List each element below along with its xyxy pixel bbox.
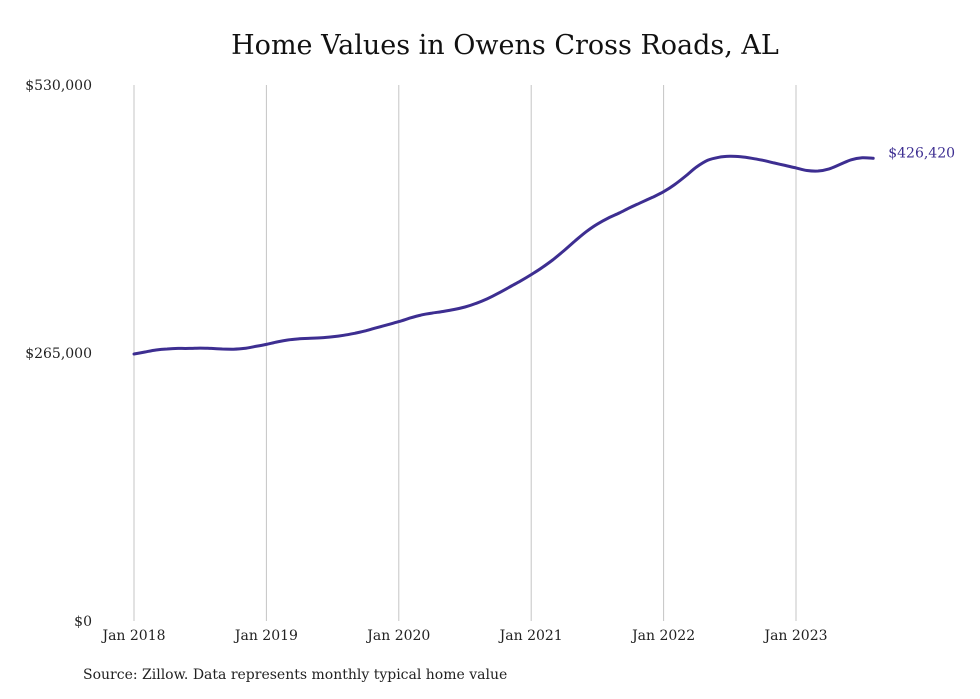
- gridlines: [133, 85, 797, 621]
- y-tick-label: $265,000: [25, 346, 92, 362]
- x-tick-label: Jan 2019: [233, 628, 298, 644]
- x-tick-labels: Jan 2018 Jan 2019 Jan 2020 Jan 2021 Jan 2022…: [100, 628, 827, 644]
- x-tick-label: Jan 2021: [498, 628, 563, 644]
- source-note: Source: Zillow. Data represents monthly …: [83, 667, 508, 683]
- home-value-line: [132, 154, 875, 356]
- x-tick-label: Jan 2020: [365, 628, 430, 644]
- end-value-label: $426,420: [888, 145, 955, 161]
- y-tick-labels: $0 $265,000 $530,000: [25, 78, 92, 630]
- x-tick-label: Jan 2023: [762, 628, 827, 644]
- y-tick-label: $530,000: [25, 78, 92, 94]
- x-tick-label: Jan 2018: [100, 628, 165, 644]
- chart-title: Home Values in Owens Cross Roads, AL: [231, 30, 779, 61]
- y-tick-label: $0: [74, 614, 92, 630]
- x-tick-label: Jan 2022: [630, 628, 695, 644]
